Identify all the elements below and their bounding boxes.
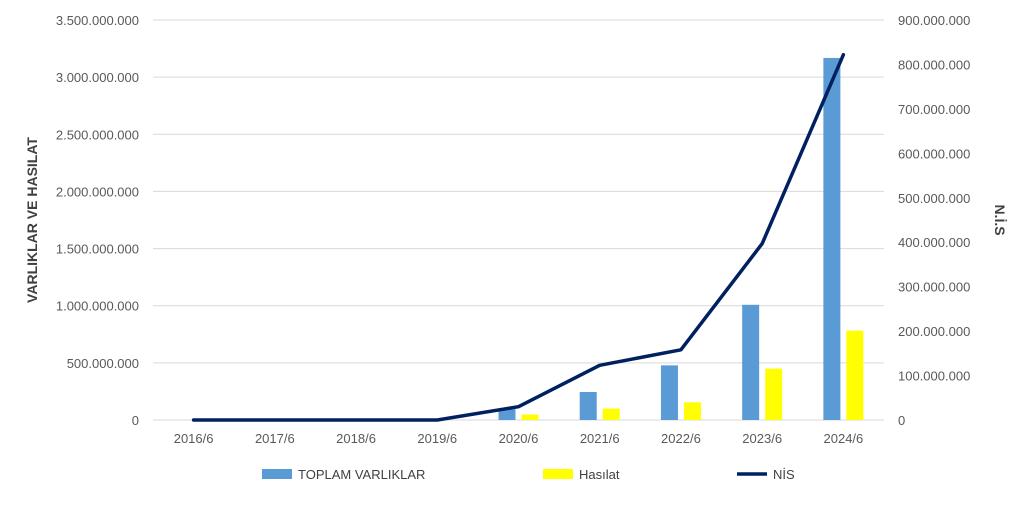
y2-tick-label: 0 [898, 413, 905, 428]
x-tick-label: 2016/6 [174, 431, 214, 446]
y2-tick-label: 200.000.000 [898, 324, 970, 339]
legend-swatch [262, 469, 292, 479]
y-tick-label: 3.500.000.000 [56, 13, 139, 28]
legend-swatch [543, 469, 573, 479]
bar-hasilat [765, 368, 783, 420]
x-tick-label: 2023/6 [742, 431, 782, 446]
y-tick-label: 2.000.000.000 [56, 184, 139, 199]
x-tick-label: 2017/6 [255, 431, 295, 446]
y-axis-title: VARLIKLAR VE HASILAT [24, 137, 40, 303]
y2-tick-label: 900.000.000 [898, 13, 970, 28]
y2-tick-label: 800.000.000 [898, 57, 970, 72]
y2-tick-label: 100.000.000 [898, 369, 970, 384]
bar-hasilat [521, 414, 539, 420]
line-series [191, 52, 846, 422]
bar-toplam-varliklar [823, 57, 841, 420]
bar-toplam-varliklar [742, 304, 760, 420]
bar-hasilat [846, 330, 864, 420]
bar-toplam-varliklar [660, 365, 678, 420]
x-tick-label: 2022/6 [661, 431, 701, 446]
x-tick-label: 2021/6 [580, 431, 620, 446]
bar-hasilat [683, 402, 701, 420]
x-tick-label: 2024/6 [824, 431, 864, 446]
y-tick-label: 3.000.000.000 [56, 70, 139, 85]
bar-toplam-varliklar [498, 409, 516, 420]
y-tick-label: 0 [132, 413, 139, 428]
x-tick-label: 2018/6 [336, 431, 376, 446]
y2-tick-label: 600.000.000 [898, 146, 970, 161]
y-tick-label: 1.500.000.000 [56, 242, 139, 257]
bar-hasilat [602, 408, 620, 420]
legend: TOPLAM VARLIKLAR Hasılat NİS [262, 467, 795, 482]
y2-axis-title: N.İ.S [992, 204, 1008, 235]
legend-label: TOPLAM VARLIKLAR [298, 467, 425, 482]
y2-tick-label: 400.000.000 [898, 235, 970, 250]
x-tick-label: 2020/6 [499, 431, 539, 446]
y-tick-label: 1.000.000.000 [56, 299, 139, 314]
y-tick-label: 2.500.000.000 [56, 127, 139, 142]
y-tick-label: 500.000.000 [67, 356, 139, 371]
legend-label: NİS [773, 467, 795, 482]
axis-ticks: 0 500.000.000 1.000.000.000 1.500.000.000 2.… [56, 13, 970, 446]
bars [498, 57, 864, 420]
x-tick-label: 2019/6 [417, 431, 457, 446]
line-nis [191, 52, 846, 422]
legend-label: Hasılat [579, 467, 620, 482]
gridlines [153, 19, 884, 421]
y2-tick-label: 500.000.000 [898, 191, 970, 206]
y2-tick-label: 700.000.000 [898, 102, 970, 117]
y2-tick-label: 300.000.000 [898, 280, 970, 295]
bar-toplam-varliklar [579, 392, 597, 420]
